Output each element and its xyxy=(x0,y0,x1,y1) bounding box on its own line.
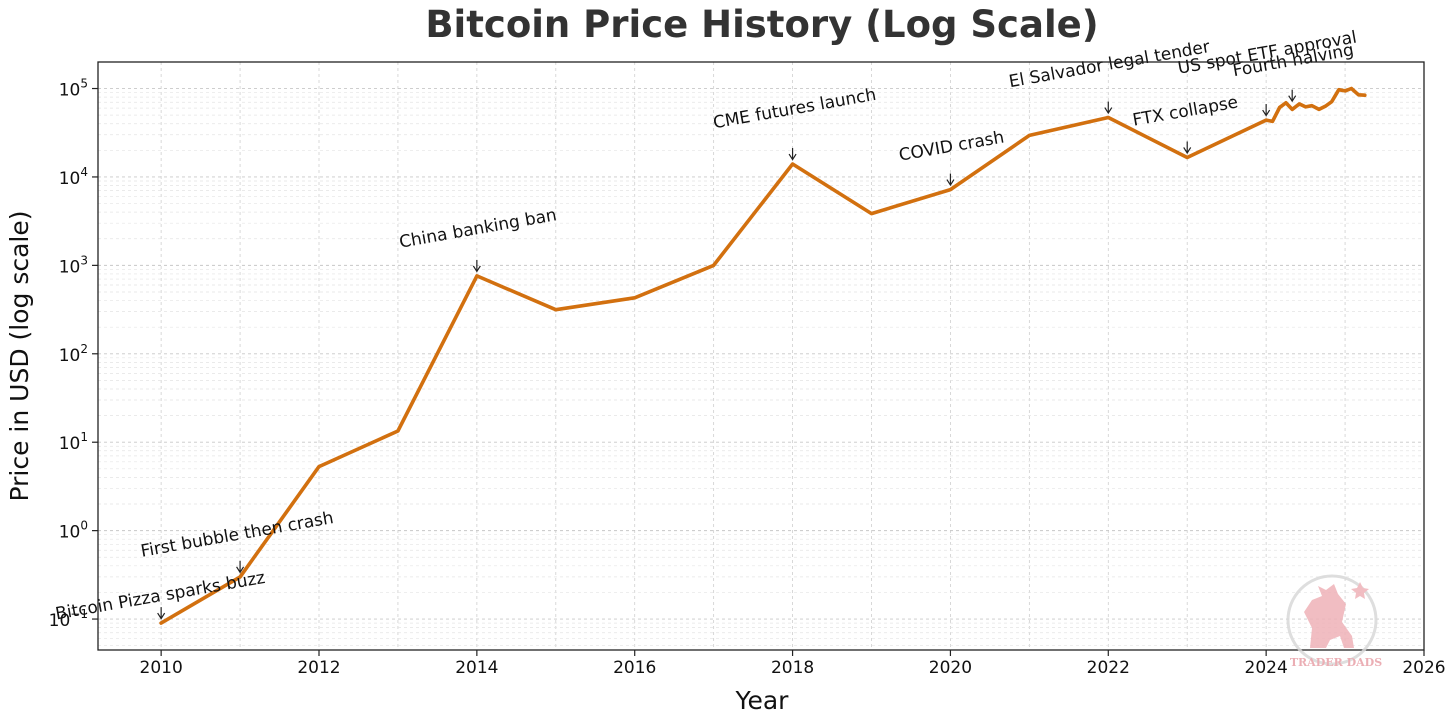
y-axis-label: Price in USD (log scale) xyxy=(5,210,34,501)
x-tick-label: 2018 xyxy=(771,658,814,678)
annotation-arrowhead xyxy=(1288,95,1297,103)
series-group xyxy=(159,86,1367,625)
annotation-arrowhead xyxy=(472,265,481,273)
series-line-bitcoin-price xyxy=(159,86,1367,625)
x-tick-label: 2012 xyxy=(297,658,340,678)
bull-icon xyxy=(1304,584,1354,648)
y-tick-label: 10−1 xyxy=(49,607,88,631)
x-tick-label: 2026 xyxy=(1402,658,1445,678)
annotation-arrowhead xyxy=(946,179,955,187)
annotation-arrowhead xyxy=(788,153,797,161)
x-axis-ticks: 2010 2012 2014 2016 2018 2020 2022 2024 2026 xyxy=(140,650,1446,678)
annotation-arrowhead xyxy=(236,566,245,574)
x-tick-label: 2010 xyxy=(140,658,183,678)
x-tick-label: 2020 xyxy=(929,658,972,678)
x-tick-label: 2024 xyxy=(1245,658,1288,678)
annotation-arrowhead xyxy=(157,612,166,620)
x-tick-label: 2022 xyxy=(1087,658,1130,678)
plot-frame xyxy=(97,61,1425,651)
y-tick-label: 103 xyxy=(59,253,88,277)
y-tick-label: 104 xyxy=(59,165,88,189)
chart-title: Bitcoin Price History (Log Scale) xyxy=(425,3,1098,46)
x-axis-label: Year xyxy=(735,686,790,715)
annotation-arrowhead xyxy=(1183,147,1192,155)
watermark-ring xyxy=(1286,574,1378,666)
annotation-arrowhead xyxy=(1262,109,1271,117)
star-icon xyxy=(1351,582,1369,599)
x-tick-label: 2014 xyxy=(455,658,498,678)
annotation-arrowhead xyxy=(1104,107,1113,115)
trader-dads-watermark: TRADER DADS xyxy=(1286,574,1382,669)
watermark-text: TRADER DADS xyxy=(1290,656,1382,669)
grid xyxy=(98,62,1424,650)
x-tick-label: 2016 xyxy=(613,658,656,678)
